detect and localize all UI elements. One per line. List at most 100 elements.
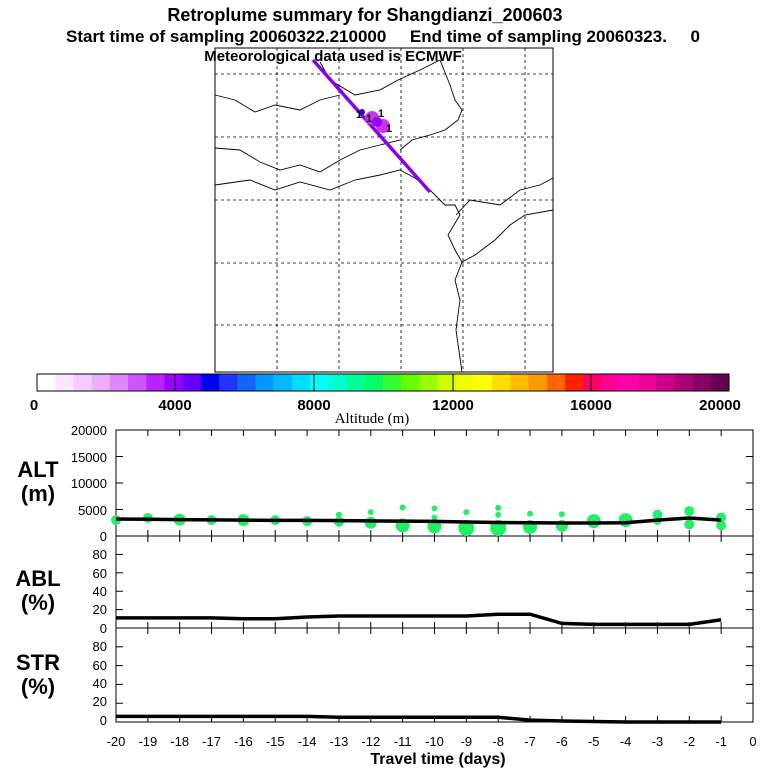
- str-y-tick-label: 40: [93, 676, 107, 691]
- x-tick-label: -3: [652, 734, 664, 749]
- abl-y-tick-label: 60: [93, 566, 107, 581]
- str-panel-unit: (%): [21, 674, 55, 699]
- alt-scatter-marker: [367, 509, 374, 516]
- svg-text:1: 1: [386, 123, 392, 135]
- alt-scatter-marker: [495, 511, 502, 518]
- abl-panel-label: ABL: [15, 566, 60, 591]
- colorbar-tick-label: 4000: [158, 397, 191, 414]
- x-tick-label: -8: [492, 734, 504, 749]
- map-frame: [214, 47, 554, 373]
- x-tick-label: -9: [461, 734, 473, 749]
- alt-scatter-marker: [558, 511, 565, 518]
- colorbar-segment: [255, 374, 275, 391]
- abl-line: [116, 612, 722, 627]
- alt-scatter-marker: [586, 514, 601, 529]
- colorbar-segment: [401, 374, 420, 391]
- colorbar-segment: [419, 374, 439, 391]
- colorbar-segment: [328, 374, 348, 391]
- met-line: Meteorological data used is ECMWF: [204, 48, 462, 65]
- colorbar-segment: [528, 374, 548, 391]
- alt-scatter-marker: [335, 511, 342, 518]
- alt-median-line: [115, 516, 722, 525]
- x-tick-label: -20: [107, 734, 126, 749]
- x-tick-label: 0: [749, 734, 756, 749]
- svg-text:1: 1: [378, 108, 384, 120]
- colorbar-segment: [692, 374, 712, 391]
- colorbar-segment: [492, 374, 511, 391]
- alt-y-tick-label: 0: [100, 529, 107, 544]
- colorbar-segment: [310, 374, 329, 391]
- colorbar-segment: [510, 374, 530, 391]
- colorbar-label: Altitude (m): [335, 411, 410, 427]
- plume-cluster-marker: [372, 117, 382, 127]
- x-tick-label: -14: [298, 734, 317, 749]
- alt-scatter-marker: [458, 520, 475, 537]
- abl-y-tick-label: 80: [93, 547, 107, 562]
- alt-y-tick-label: 10000: [71, 476, 107, 491]
- alt-scatter-marker: [463, 509, 470, 516]
- alt-scatter-marker: [364, 516, 377, 529]
- colorbar-tick-label: 0: [30, 397, 38, 414]
- map-gridlines: [215, 48, 553, 372]
- colorbar-segment: [455, 374, 475, 391]
- colorbar-tick-label: 8000: [297, 397, 330, 414]
- plot-marks: -20 -19 -18 -17 -16 -15 -14 -13 -12 -11 -10 -9 -8 -7-…: [107, 429, 757, 749]
- x-tick-label: -18: [170, 734, 189, 749]
- svg-text:1: 1: [356, 109, 362, 121]
- x-tick-label: -2: [684, 734, 696, 749]
- x-tick-label: -10: [425, 734, 444, 749]
- alt-y-ticklabels: 20000 15000 10000 5000 0: [71, 423, 107, 544]
- abl-y-tick-label: 40: [93, 584, 107, 599]
- colorbar-segment: [601, 374, 621, 391]
- str-y-tick-label: 60: [93, 658, 107, 673]
- colorbar-segment: [146, 374, 165, 391]
- plume-trajectory: [311, 58, 432, 194]
- str-y-tick-label: 0: [100, 713, 107, 728]
- colorbar-segment: [637, 374, 657, 391]
- colorbar-segment: [583, 374, 603, 391]
- colorbar-segment: [437, 374, 457, 391]
- str-panel-label: STR: [16, 650, 60, 675]
- plume-cluster-marker: [359, 109, 365, 115]
- x-tick-label: -11: [394, 734, 412, 749]
- x-tick-label: -7: [524, 734, 536, 749]
- map-panel: 1 1 11: [214, 47, 554, 373]
- alt-scatter-marker: [716, 520, 727, 531]
- sampling-line: Start time of sampling 20060322.210000 E…: [66, 27, 700, 46]
- colorbar-segment: [73, 374, 93, 391]
- colorbar-segment: [182, 374, 202, 391]
- abl-y-tick-label: 0: [100, 621, 107, 636]
- colorbar-segment: [291, 374, 311, 391]
- colorbar-tick-label: 12000: [432, 397, 474, 414]
- alt-scatter-marker: [399, 504, 406, 511]
- alt-panel-unit: (m): [21, 481, 55, 506]
- plume-numbers: 1 1 11: [356, 108, 392, 135]
- str-y-tick-label: 20: [93, 694, 107, 709]
- x-tick-label: -5: [588, 734, 600, 749]
- alt-scatter-marker: [431, 514, 438, 521]
- colorbar-segment: [474, 374, 493, 391]
- plume-cluster: [359, 109, 390, 133]
- colorbar-segment: [164, 374, 184, 391]
- x-tick-label: -15: [266, 734, 285, 749]
- alt-panel-label: ALT: [17, 457, 59, 482]
- x-tick-label: -16: [234, 734, 253, 749]
- panel-frames: [115, 429, 754, 723]
- colorbar-segment: [55, 374, 74, 391]
- colorbar-segment: [273, 374, 293, 391]
- colorbar-segment: [91, 374, 111, 391]
- x-tick-label: -12: [361, 734, 380, 749]
- colorbar-segment: [109, 374, 129, 391]
- str-y-tick-label: 80: [93, 639, 107, 654]
- alt-y-tick-label: 15000: [71, 450, 107, 465]
- colorbar-tick-label: 16000: [570, 397, 612, 414]
- alt-scatter-marker: [684, 506, 695, 517]
- colorbar-segment: [128, 374, 147, 391]
- colorbar-segment: [546, 374, 566, 391]
- colorbar-segment: [619, 374, 639, 391]
- str-y-ticklabels: 80 60 40 20 0: [93, 639, 107, 728]
- colorbar-border: [36, 373, 730, 392]
- alt-scatter-marker: [527, 510, 534, 517]
- str-line: [116, 714, 722, 724]
